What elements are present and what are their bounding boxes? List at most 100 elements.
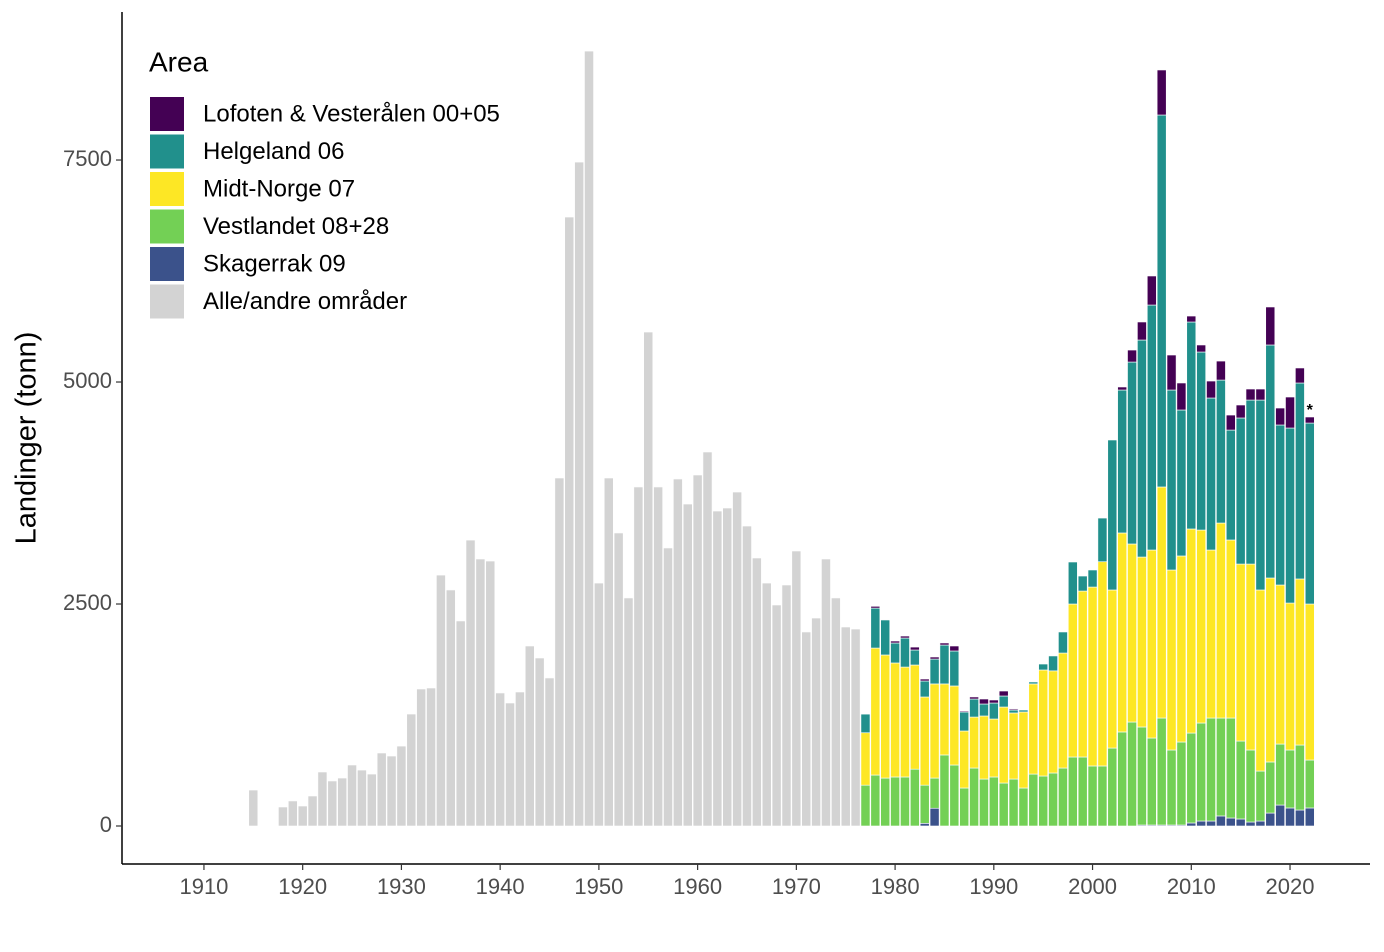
bar-segment — [988, 776, 999, 827]
bar-segment — [1206, 549, 1216, 719]
x-tick-label: 1910 — [179, 874, 228, 899]
bar-segment — [1245, 563, 1256, 751]
bar-segment — [534, 657, 545, 827]
bar-segment — [998, 690, 1009, 697]
bar-segment — [643, 331, 654, 827]
bar-segment — [317, 771, 328, 827]
y-tick-label: 2500 — [63, 590, 112, 615]
bar-segment — [959, 787, 970, 827]
bar-segment — [1058, 631, 1068, 654]
legend-swatch — [150, 134, 184, 169]
bar-segment — [870, 647, 881, 776]
bar-segment — [1245, 749, 1256, 823]
bar-segment — [544, 677, 555, 827]
bar-segment — [1186, 528, 1197, 734]
bar-segment — [1048, 670, 1058, 774]
legend-swatch — [150, 97, 184, 131]
bar-segment — [1137, 339, 1147, 558]
bar-segment — [870, 606, 881, 609]
bar-segment — [1038, 669, 1049, 777]
bar-segment — [1285, 749, 1295, 809]
bar-segment — [1156, 69, 1167, 116]
bar-segment — [1196, 351, 1207, 531]
bar-segment — [673, 478, 683, 827]
bar-segment — [1166, 389, 1177, 571]
bar-segment — [1048, 655, 1058, 672]
bar-segment — [623, 597, 634, 827]
bar-segment — [1255, 589, 1266, 772]
bar-segment — [979, 703, 989, 717]
bar-segment — [811, 617, 821, 827]
legend-label: Skagerrak 09 — [203, 250, 346, 277]
bar-segment — [900, 666, 910, 778]
bar-segment — [860, 732, 871, 786]
bar-segment — [959, 730, 970, 789]
bar-segment — [1255, 820, 1266, 827]
bar-segment — [1008, 708, 1019, 711]
bar-segment — [307, 795, 318, 827]
legend-swatch — [150, 284, 184, 319]
bar-segment — [1087, 765, 1098, 827]
bar-segment — [791, 550, 802, 827]
bar-segment — [1216, 815, 1226, 827]
x-tick-label: 1930 — [377, 874, 426, 899]
bar-segment — [1225, 817, 1236, 827]
bar-segment — [1285, 427, 1295, 604]
bar-segment — [949, 764, 960, 827]
bar-segment — [594, 582, 604, 827]
bar-segment — [998, 782, 1009, 827]
bar-segment — [1255, 388, 1266, 401]
bar-segment — [1186, 315, 1197, 323]
bar-segment — [929, 658, 940, 685]
bar-segment — [1196, 344, 1207, 353]
legend-swatch — [150, 172, 184, 206]
bar-segment — [840, 626, 851, 827]
bar-segment — [436, 574, 446, 827]
bar-segment — [900, 776, 910, 827]
bar-segment — [366, 773, 377, 827]
legend-label: Alle/andre områder — [203, 288, 407, 315]
bar-segment — [682, 503, 693, 827]
bar-segment — [653, 486, 663, 827]
bar-segment — [475, 558, 486, 827]
bar-segment — [781, 584, 792, 827]
bar-segment — [890, 776, 900, 827]
x-tick-label: 1950 — [574, 874, 623, 899]
bar-segment — [1137, 556, 1147, 728]
bar-segment — [988, 702, 999, 720]
bar-segment — [929, 807, 940, 827]
bar-segment — [1097, 561, 1108, 767]
bar-segment — [860, 784, 871, 827]
bar-segment — [1127, 543, 1137, 723]
bar-segment — [1295, 744, 1305, 811]
bar-segment — [1058, 767, 1068, 827]
bar-segment — [1077, 756, 1088, 827]
bar-segment — [396, 745, 407, 827]
bar-segment — [1265, 306, 1276, 346]
bar-segment — [327, 780, 338, 827]
bar-segment — [929, 683, 940, 779]
bar-segment — [1077, 590, 1088, 758]
bar-segment — [554, 477, 565, 827]
bar-segment — [919, 784, 930, 824]
y-axis-label: Landinger (tonn) — [11, 332, 43, 545]
bar-segment — [988, 718, 999, 778]
bar-segment — [1127, 721, 1137, 827]
bar-segment — [1225, 539, 1236, 719]
bar-segment — [1235, 818, 1246, 827]
bar-segment — [1117, 532, 1128, 733]
bar-segment — [880, 777, 891, 827]
legend-label: Helgeland 06 — [203, 138, 344, 165]
x-tick-label: 1940 — [476, 874, 525, 899]
bar-segment — [1038, 663, 1049, 671]
bar-segment — [909, 646, 920, 651]
bar-segment — [979, 715, 989, 780]
bar-segment — [850, 628, 861, 827]
bar-segment — [890, 642, 900, 664]
bar-segment — [357, 769, 367, 827]
bar-segment — [1216, 522, 1226, 719]
bar-segment — [929, 656, 940, 660]
bar-segment — [515, 691, 525, 827]
bar-segment — [633, 486, 644, 827]
bar-segment — [1087, 586, 1098, 767]
